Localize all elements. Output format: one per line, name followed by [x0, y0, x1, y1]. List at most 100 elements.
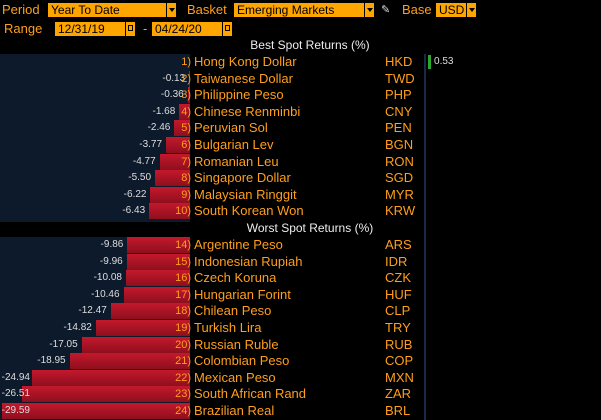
best-row: -6.43 10) South Korean Won KRW — [0, 203, 601, 220]
base-dropdown[interactable]: USD — [436, 3, 466, 17]
worst-value-label: -24.94 — [1, 371, 30, 383]
worst-value-label: -9.86 — [100, 239, 124, 250]
best-bar — [149, 203, 190, 220]
best-rank: 5) — [181, 122, 191, 135]
worst-row: -14.82 19) Turkish Lira TRY — [0, 320, 601, 336]
range-label: Range — [4, 21, 43, 36]
worst-currency-name[interactable]: Mexican Peso — [194, 369, 276, 385]
best-value-label: -2.46 — [147, 122, 171, 134]
best-row: -5.50 8) Singapore Dollar SGD — [0, 170, 601, 187]
best-rank: 9) — [181, 188, 191, 201]
basket-label: Basket — [187, 2, 227, 17]
best-value-label: -0.13 — [162, 72, 186, 84]
best-value-label: -1.68 — [152, 105, 176, 117]
worst-currency-code: CZK — [385, 270, 411, 286]
worst-row: -12.47 18) Chilean Peso CLP — [0, 303, 601, 320]
range-start-calendar-icon[interactable] — [125, 22, 135, 36]
best-currency-name[interactable]: Malaysian Ringgit — [194, 186, 297, 202]
worst-currency-name[interactable]: Colombian Peso — [194, 353, 290, 369]
worst-currency-code: CLP — [385, 303, 411, 319]
worst-currency-name[interactable]: South African Rand — [194, 386, 307, 402]
worst-currency-name[interactable]: Indonesian Rupiah — [194, 253, 303, 269]
worst-value-label: -10.08 — [93, 272, 122, 284]
best-row: -0.36 3) Philippine Peso PHP — [0, 87, 601, 104]
best-rank: 2) — [181, 72, 191, 85]
toolbar: Period Year To Date Basket Emerging Mark… — [0, 0, 601, 40]
worst-currency-name[interactable]: Brazilian Real — [194, 403, 275, 418]
worst-value-label: -9.96 — [99, 255, 123, 267]
best-bar — [166, 137, 190, 153]
worst-currency-name[interactable]: Czech Koruna — [194, 270, 277, 286]
range-separator: - — [143, 21, 148, 36]
worst-currency-name[interactable]: Hungarian Forint — [194, 286, 291, 302]
basket-dropdown[interactable]: Emerging Markets — [234, 3, 364, 17]
worst-bar — [69, 353, 190, 370]
worst-currency-code: MXN — [385, 369, 414, 385]
best-currency-name[interactable]: Bulgarian Lev — [194, 137, 274, 152]
best-currency-name[interactable]: South Korean Won — [194, 203, 304, 219]
pencil-icon[interactable]: ✎ — [381, 4, 391, 16]
worst-value-label: -14.82 — [63, 322, 92, 333]
best-currency-name[interactable]: Taiwanese Dollar — [194, 70, 293, 86]
best-currency-name[interactable]: Romanian Leu — [194, 153, 279, 169]
worst-currency-name[interactable]: Chilean Peso — [194, 303, 272, 319]
worst-rank: 21) — [175, 355, 191, 368]
worst-bar — [21, 386, 190, 403]
worst-currency-name[interactable]: Russian Ruble — [194, 336, 279, 352]
worst-row: -24.94 22) Mexican Peso MXN — [0, 369, 601, 386]
range-end-input[interactable]: 04/24/20 — [152, 22, 222, 36]
best-row: -0.13 2) Taiwanese Dollar TWD — [0, 70, 601, 87]
worst-bar — [123, 286, 190, 303]
worst-currency-code: COP — [385, 353, 414, 369]
best-row: -4.77 7) Romanian Leu RON — [0, 153, 601, 170]
best-currency-code: RON — [385, 153, 414, 169]
best-bar — [179, 103, 190, 120]
worst-rank: 19) — [175, 322, 191, 334]
best-bar — [189, 70, 190, 87]
best-currency-name[interactable]: Hong Kong Dollar — [194, 54, 297, 69]
period-label: Period — [2, 2, 40, 17]
best-rank: 10) — [175, 205, 191, 218]
period-chevron-down-icon[interactable] — [166, 3, 176, 17]
chart-divider — [424, 54, 426, 420]
best-currency-code: PHP — [385, 87, 412, 103]
worst-currency-code: IDR — [385, 253, 408, 269]
worst-value-label: -29.59 — [1, 405, 30, 416]
best-rank: 4) — [181, 105, 191, 118]
worst-currency-name[interactable]: Turkish Lira — [194, 320, 262, 335]
worst-currency-code: ARS — [385, 237, 412, 252]
base-chevron-down-icon[interactable] — [466, 3, 476, 17]
best-currency-name[interactable]: Chinese Renminbi — [194, 103, 301, 119]
best-currency-code: HKD — [385, 54, 413, 69]
worst-value-label: -18.95 — [37, 355, 66, 367]
best-currency-code: MYR — [385, 186, 414, 202]
range-end-calendar-icon[interactable] — [222, 22, 232, 36]
worst-currency-code: TRY — [385, 320, 411, 335]
basket-chevron-down-icon[interactable] — [364, 3, 374, 17]
worst-rank: 15) — [175, 255, 191, 268]
worst-currency-name[interactable]: Argentine Peso — [194, 237, 283, 252]
worst-bar — [2, 403, 190, 419]
best-currency-name[interactable]: Philippine Peso — [194, 87, 284, 103]
worst-row: -9.86 14) Argentine Peso ARS — [0, 237, 601, 253]
best-currency-name[interactable]: Singapore Dollar — [194, 170, 291, 186]
worst-row: -17.05 20) Russian Ruble RUB — [0, 336, 601, 353]
best-value-label: -5.50 — [128, 172, 152, 184]
best-rank: 8) — [181, 172, 191, 185]
best-row: 0.53 1) Hong Kong Dollar HKD — [0, 54, 601, 70]
worst-bar — [126, 253, 190, 270]
best-row: -3.77 6) Bulgarian Lev BGN — [0, 137, 601, 153]
worst-row: -10.08 16) Czech Koruna CZK — [0, 270, 601, 287]
best-bar — [159, 153, 190, 170]
best-value-label: 0.53 — [434, 56, 454, 67]
best-currency-name[interactable]: Peruvian Sol — [194, 120, 268, 136]
worst-value-label: -12.47 — [78, 305, 107, 317]
best-currency-code: SGD — [385, 170, 414, 186]
period-dropdown[interactable]: Year To Date — [48, 3, 166, 17]
best-currency-code: PEN — [385, 120, 412, 136]
best-currency-code: CNY — [385, 103, 413, 119]
worst-currency-code: HUF — [385, 286, 412, 302]
worst-row: -9.96 15) Indonesian Rupiah IDR — [0, 253, 601, 270]
best-bar — [155, 170, 190, 187]
range-start-input[interactable]: 12/31/19 — [55, 22, 125, 36]
